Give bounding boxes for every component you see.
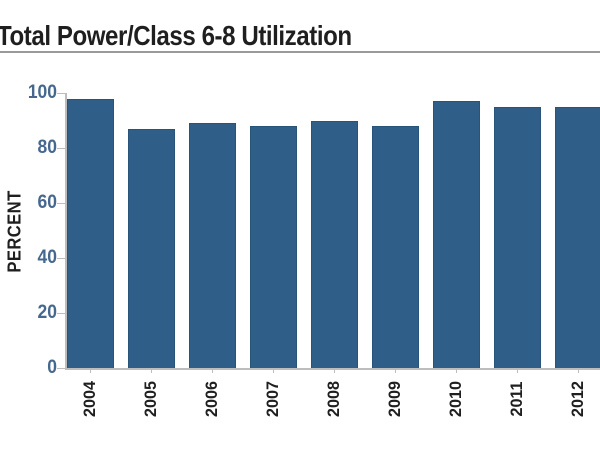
y-axis-line — [65, 93, 67, 368]
bar-2009 — [371, 126, 419, 368]
y-axis-label: PERCENT — [4, 190, 25, 273]
bar-2008 — [310, 120, 358, 368]
x-tick-label: 2010 — [446, 381, 465, 417]
y-tick-label: 100 — [27, 82, 57, 103]
bar-2006 — [188, 123, 236, 368]
bar-2007 — [249, 126, 297, 368]
x-tick-mark — [151, 368, 152, 373]
bar-2010 — [432, 101, 480, 368]
x-tick-mark — [90, 368, 91, 373]
y-tick-label: 80 — [37, 137, 57, 158]
y-tick-mark — [57, 148, 65, 149]
y-tick-label: 60 — [37, 192, 57, 213]
x-tick-mark — [517, 368, 518, 373]
bar-2011 — [493, 106, 541, 368]
y-tick-mark — [57, 313, 65, 314]
x-tick-label: 2004 — [80, 381, 99, 417]
x-tick-mark — [273, 368, 274, 373]
y-tick-mark — [57, 258, 65, 259]
x-tick-label: 2011 — [507, 381, 526, 417]
x-tick-label: 2008 — [324, 381, 343, 417]
x-tick-mark — [456, 368, 457, 373]
x-tick-label: 2012 — [568, 381, 587, 417]
y-tick-label: 40 — [37, 247, 57, 268]
y-tick-mark — [57, 368, 65, 369]
x-tick-label: 2009 — [385, 381, 404, 417]
x-tick-mark — [212, 368, 213, 373]
bar-2012 — [554, 106, 600, 368]
chart-title: Total Power/Class 6-8 Utilization — [0, 20, 352, 51]
x-tick-label: 2007 — [263, 381, 282, 417]
y-tick-label: 20 — [37, 302, 57, 323]
bar-2004 — [66, 98, 114, 368]
x-tick-mark — [578, 368, 579, 373]
bar-2005 — [127, 128, 175, 368]
y-tick-mark — [57, 203, 65, 204]
x-tick-mark — [395, 368, 396, 373]
x-axis-line — [65, 368, 600, 370]
y-tick-mark — [57, 93, 65, 94]
y-tick-label: 0 — [47, 357, 57, 378]
title-divider — [0, 51, 600, 53]
x-tick-label: 2005 — [141, 381, 160, 417]
x-tick-label: 2006 — [202, 381, 221, 417]
x-tick-mark — [334, 368, 335, 373]
